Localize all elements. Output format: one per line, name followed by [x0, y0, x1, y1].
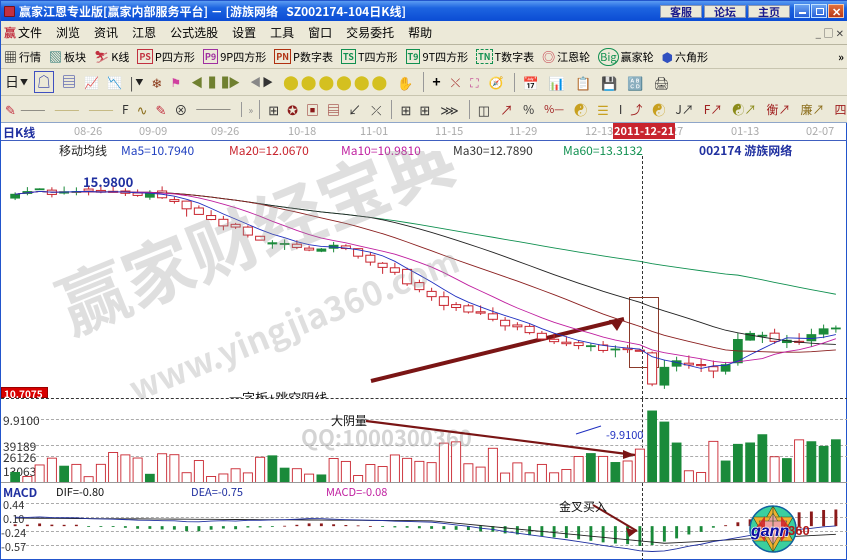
- svg-text:gann: gann: [750, 523, 789, 540]
- svg-text:360: 360: [788, 523, 810, 538]
